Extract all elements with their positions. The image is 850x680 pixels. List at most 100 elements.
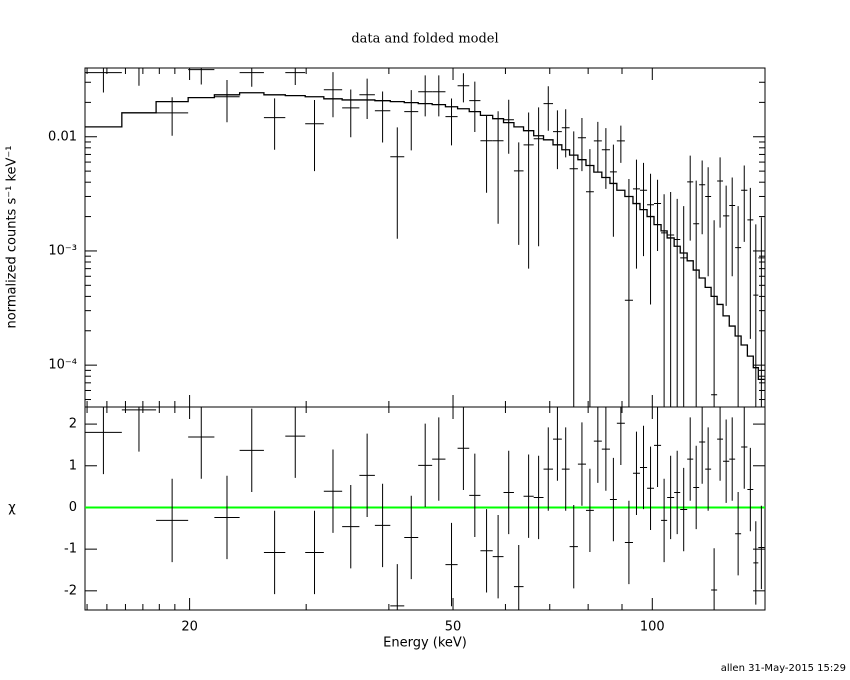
data-point: [513, 142, 524, 245]
data-point: [674, 198, 681, 407]
data-point: [624, 500, 633, 585]
data-point: [717, 407, 724, 481]
data-point: [156, 97, 189, 136]
y-tick-label: -2: [64, 583, 77, 598]
data-point: [593, 121, 602, 173]
data-point: [404, 90, 419, 151]
data-point: [585, 149, 594, 407]
data-point: [533, 107, 544, 247]
data-point: [609, 144, 617, 237]
data-point: [705, 167, 712, 277]
data-point: [729, 177, 736, 277]
model-line: [85, 92, 765, 381]
data-point: [741, 165, 748, 242]
data-point: [480, 115, 493, 193]
data-point: [674, 450, 681, 535]
y-axis-label: normalized counts s⁻¹ keV⁻¹: [5, 146, 20, 329]
data-point: [553, 407, 562, 481]
data-point: [735, 206, 742, 407]
data-point: [667, 192, 675, 407]
data-point: [390, 127, 405, 239]
data-point: [747, 187, 754, 339]
data-point: [647, 173, 655, 305]
data-point: [285, 68, 306, 85]
data-point: [661, 478, 668, 563]
x-tick-label: 50: [445, 620, 462, 635]
data-point: [503, 450, 514, 535]
data-point: [156, 478, 189, 563]
data-point: [693, 180, 700, 407]
data-point: [305, 510, 324, 595]
data-point: [239, 408, 264, 493]
data-point: [85, 407, 122, 475]
data-point: [404, 495, 419, 580]
data-point: [699, 407, 706, 484]
data-point: [632, 431, 640, 515]
data-point: [667, 455, 675, 540]
data-point: [214, 475, 240, 560]
data-point: [323, 72, 343, 118]
data-point: [214, 80, 240, 123]
data-point: [747, 447, 754, 532]
data-point: [263, 98, 286, 150]
data-point: [758, 505, 765, 590]
data-point: [469, 453, 481, 538]
data-point: [543, 86, 554, 131]
data-point: [632, 159, 640, 269]
data-point: [753, 224, 759, 407]
data-point: [687, 155, 694, 241]
data-point: [680, 467, 688, 552]
data-point: [741, 407, 748, 489]
data-point: [432, 417, 446, 501]
data-point: [680, 206, 688, 407]
data-point: [543, 427, 554, 511]
data-point: [699, 160, 706, 235]
data-point: [654, 407, 662, 488]
data-point: [705, 427, 712, 511]
plot-area: [85, 68, 765, 407]
data-point: [616, 125, 625, 163]
data-point: [188, 407, 215, 479]
data-point: [639, 425, 648, 510]
x-axis-label: Energy (keV): [383, 636, 467, 651]
chart-title: data and folded model: [351, 32, 498, 47]
data-point: [693, 445, 700, 530]
data-point: [717, 157, 724, 228]
data-point: [523, 454, 534, 538]
data-point: [445, 522, 458, 607]
data-point: [654, 179, 662, 251]
x-tick-label: 100: [640, 620, 665, 635]
plot-frame: [84, 67, 766, 408]
data-point: [374, 91, 391, 143]
data-point: [418, 423, 433, 508]
data-point: [577, 117, 586, 172]
data-point: [359, 78, 375, 120]
data-point: [616, 407, 625, 465]
data-point: [492, 514, 504, 599]
y-tick-label: 10⁻³: [48, 243, 77, 258]
data-point: [374, 483, 391, 568]
y-tick-label: 0: [69, 500, 77, 515]
data-point: [569, 504, 578, 589]
data-point: [523, 112, 534, 269]
data-point: [445, 98, 458, 146]
data-point: [723, 185, 730, 306]
data-point: [729, 417, 736, 501]
data-point: [624, 178, 633, 407]
data-point: [513, 544, 524, 610]
data-point: [753, 521, 759, 605]
data-point: [342, 484, 360, 569]
y-tick-label: -1: [64, 542, 77, 557]
data-point: [569, 131, 578, 407]
data-point: [359, 433, 375, 518]
data-point: [585, 468, 594, 553]
data-point: [533, 455, 544, 540]
y-tick-label: 2: [69, 417, 77, 432]
data-point: [457, 407, 470, 490]
data-point: [601, 128, 610, 189]
data-point: [601, 407, 610, 491]
data-point: [577, 422, 586, 506]
data-point: [735, 492, 742, 576]
y-tick-label: 0.01: [48, 129, 77, 144]
